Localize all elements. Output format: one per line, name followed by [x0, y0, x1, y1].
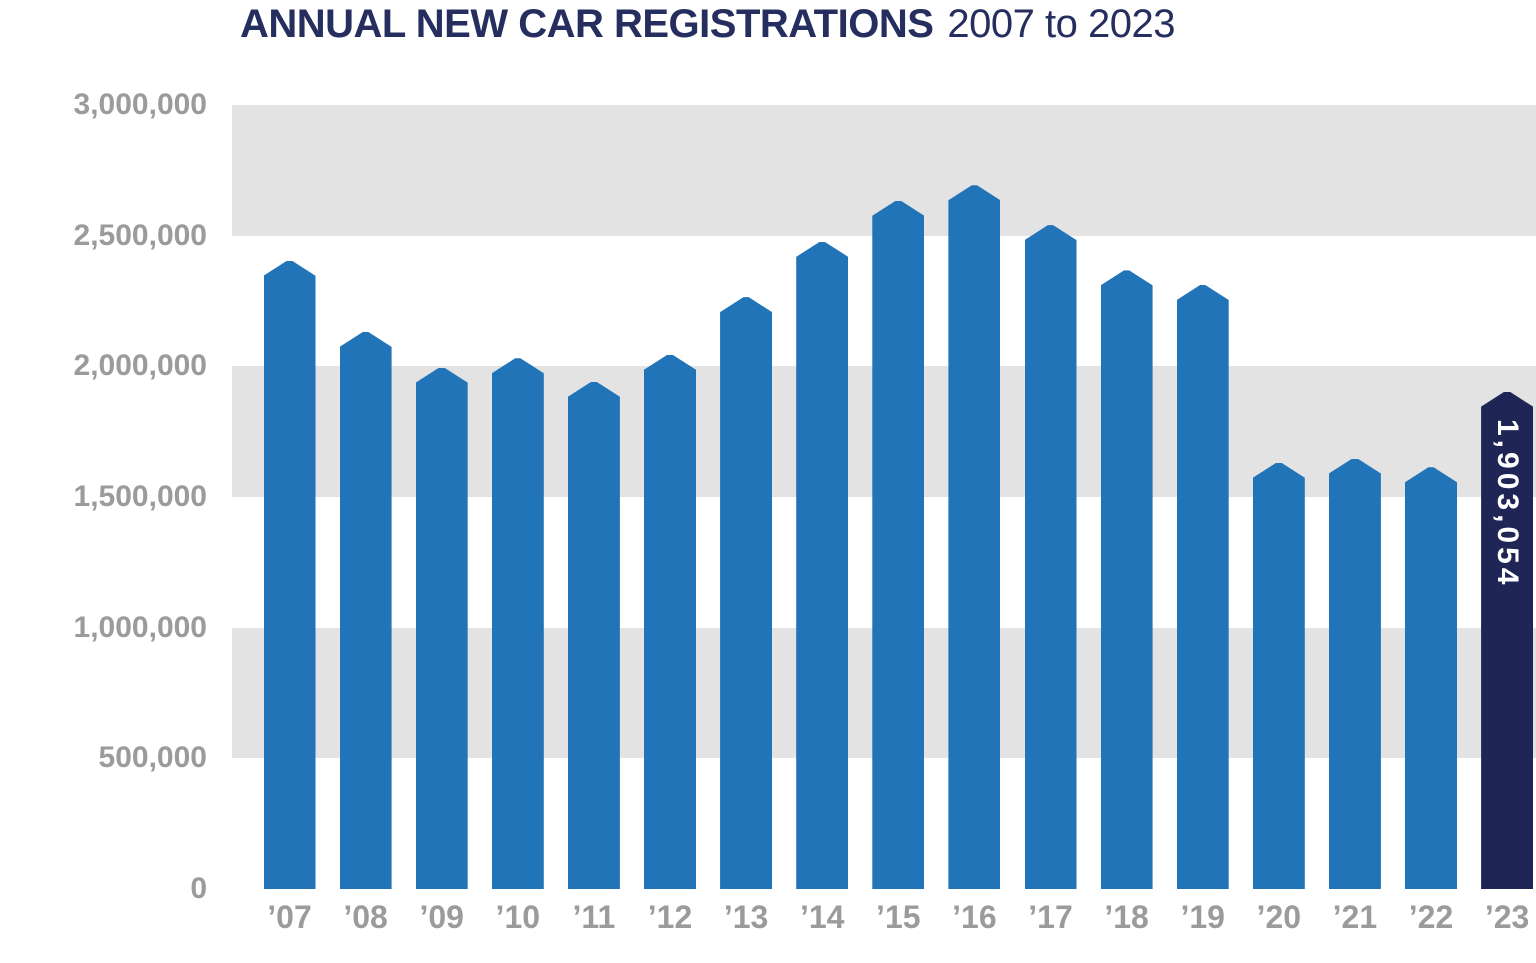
bar-2019	[1176, 285, 1229, 889]
y-tick-label: 0	[190, 872, 207, 905]
x-tick-label: ’17	[1028, 899, 1073, 935]
x-tick-label: ’19	[1180, 899, 1225, 935]
bar-2011	[567, 381, 620, 889]
bar-2022	[1405, 467, 1457, 889]
plot-area: 1,903,054	[232, 105, 1536, 890]
x-tick-label: ’21	[1332, 899, 1378, 935]
y-tick-label: 3,000,000	[73, 88, 207, 121]
bar-2013	[720, 297, 773, 889]
y-tick-label: 2,000,000	[73, 349, 207, 383]
y-axis: 3,000,000 2,500,000 2,000,000 1,500,000 1,00…	[0, 0, 207, 963]
bar-2014	[796, 241, 849, 889]
bar-2016	[948, 185, 1001, 889]
bar-2007	[263, 260, 316, 889]
chart-title-range: 2007 to 2023	[947, 2, 1175, 46]
chart-title-main: ANNUAL NEW CAR REGISTRATIONS	[240, 2, 934, 46]
x-tick-label: ’11	[572, 899, 616, 935]
bar-2021	[1328, 458, 1381, 889]
bar-2020	[1252, 462, 1305, 889]
x-tick-label: ’10	[495, 899, 541, 935]
x-tick-label: ’08	[343, 899, 388, 935]
bar-2015	[872, 200, 925, 889]
y-tick-label: 2,500,000	[73, 218, 207, 252]
x-tick-label: ’13	[723, 899, 769, 935]
bar-2010	[491, 358, 544, 889]
x-tick-label: ’20	[1256, 899, 1302, 935]
bar-2009	[415, 367, 468, 889]
x-axis: ’07 ’08 ’09 ’10 ’11 ’12 ’13 ’14 ’15 ’16 ’17 ’18 ’19 ’…	[0, 898, 1536, 948]
x-tick-label: ’16	[952, 899, 997, 935]
x-tick-label: ’18	[1104, 899, 1149, 935]
bar-2023: 1,903,054	[1481, 391, 1534, 889]
x-tick-label: ’22	[1408, 899, 1454, 935]
x-tick-label: ’09	[419, 899, 464, 935]
y-tick-label: 500,000	[98, 741, 207, 775]
bar-2018	[1100, 270, 1153, 889]
bar-2012	[644, 354, 696, 889]
x-tick-label: ’14	[799, 899, 845, 935]
y-tick-label: 1,000,000	[73, 610, 207, 644]
x-tick-label: ’23	[1484, 899, 1530, 935]
x-tick-label: ’15	[876, 899, 921, 935]
bar-2017	[1024, 225, 1077, 889]
x-tick-label: ’07	[267, 899, 312, 935]
x-tick-label: ’12	[647, 899, 693, 935]
highlight-value-label: 1,903,054	[1491, 418, 1525, 589]
y-tick-label: 1,500,000	[73, 480, 207, 513]
chart-title: ANNUAL NEW CAR REGISTRATIONS 2007 to 202…	[240, 2, 1175, 46]
bar-2008	[339, 331, 392, 889]
